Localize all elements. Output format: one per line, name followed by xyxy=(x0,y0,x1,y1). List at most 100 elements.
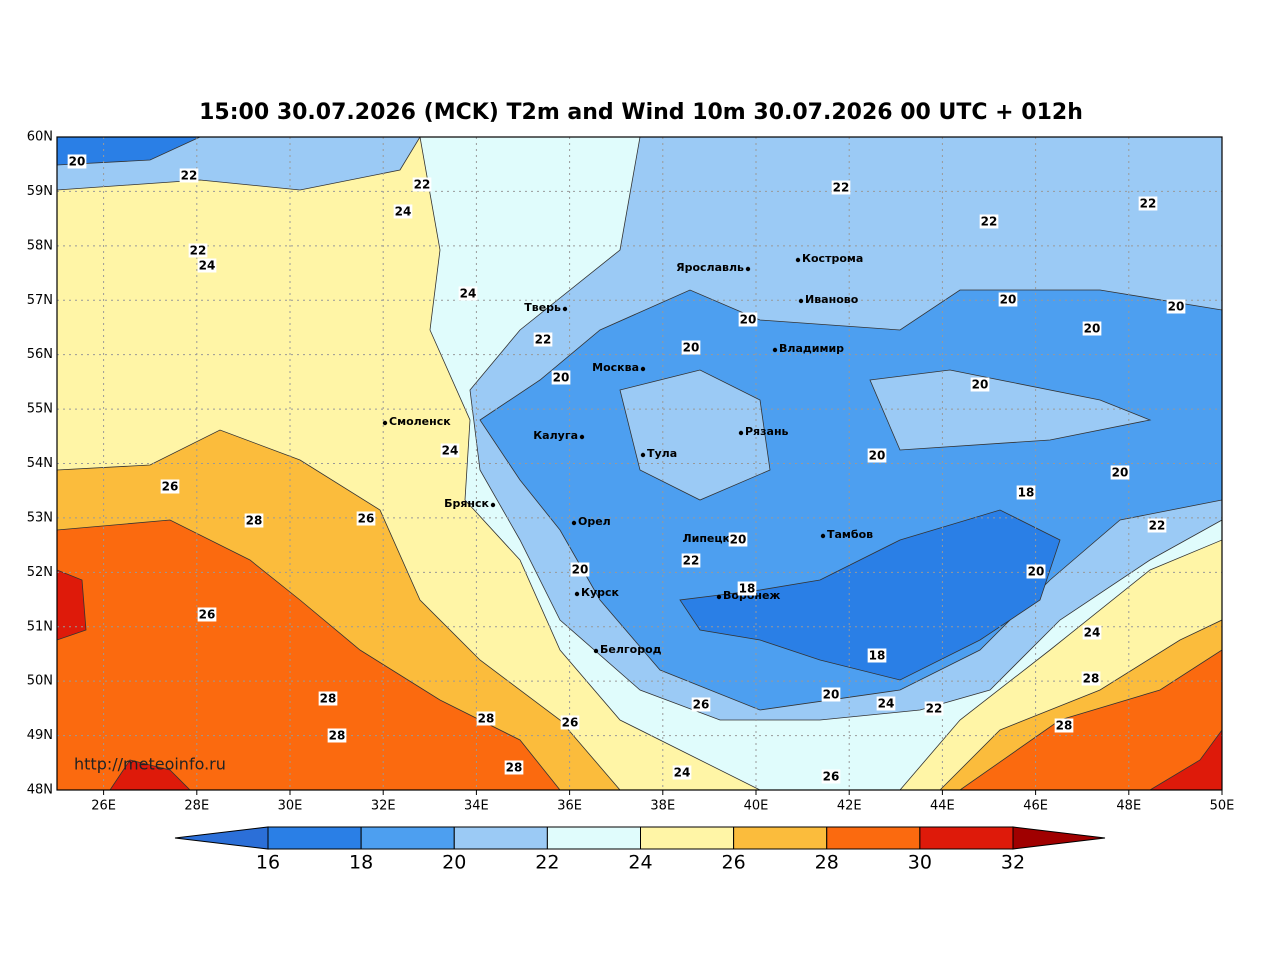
contour-label: 22 xyxy=(181,169,198,183)
contour-label: 22 xyxy=(683,554,700,568)
colorbar-tick-label: 16 xyxy=(256,852,280,874)
contour-label-bg xyxy=(738,312,758,327)
city-dot xyxy=(579,434,585,440)
map-frame xyxy=(56,136,1223,791)
contour-label-bg xyxy=(356,511,376,526)
contour-label: 26 xyxy=(358,512,375,526)
colorbar-box xyxy=(919,826,1014,850)
contour-label: 22 xyxy=(833,181,850,195)
contour-label: 28 xyxy=(246,514,263,528)
contour-label-bg xyxy=(1026,564,1046,579)
contour-label: 24 xyxy=(878,697,895,711)
contour-label-bg xyxy=(197,258,217,273)
contour-label: 20 xyxy=(869,449,886,463)
contour-label: 20 xyxy=(683,341,700,355)
contour-label-bg xyxy=(458,286,478,301)
field xyxy=(619,369,1152,501)
contour-label: 24 xyxy=(1084,626,1101,640)
contour-label: 20 xyxy=(1084,322,1101,336)
contour-label: 18 xyxy=(1018,486,1035,500)
lon-tick-label: 50E xyxy=(1210,799,1235,814)
contour-label-bg xyxy=(160,479,180,494)
labels: Ярославль Кострома Иваново Тверь Владимир Мос… xyxy=(67,154,1186,784)
contour-label: 22 xyxy=(414,178,431,192)
contour-label-bg xyxy=(831,180,851,195)
city-label: Белгород xyxy=(600,643,662,656)
colorbar-under xyxy=(174,826,269,850)
lon-tick-label: 36E xyxy=(557,799,582,814)
contour-label: 26 xyxy=(162,480,179,494)
contour-label-bg xyxy=(821,769,841,784)
contour-label-bg xyxy=(476,711,496,726)
contour-label-bg xyxy=(998,292,1018,307)
city-dot xyxy=(738,430,744,436)
city-label: Владимир xyxy=(779,342,844,355)
lon-tick-label: 28E xyxy=(184,799,209,814)
contour-label-bg xyxy=(681,340,701,355)
url: http://meteoinfo.ru xyxy=(74,755,226,774)
city-label: Тверь xyxy=(524,301,561,314)
lat-tick-label: 55N xyxy=(27,402,53,417)
contour-label-bg xyxy=(876,696,896,711)
lon-tick-label: 40E xyxy=(744,799,769,814)
lon-tick-label: 26E xyxy=(91,799,116,814)
contour-label: 22 xyxy=(926,702,943,716)
contour-label-bg xyxy=(924,701,944,716)
contour-label-bg xyxy=(672,765,692,780)
colorbar-tick-label: 28 xyxy=(815,852,839,874)
contour-label-bg xyxy=(1110,465,1130,480)
contour-label: 18 xyxy=(739,582,756,596)
city-dot xyxy=(716,594,722,600)
city-dot xyxy=(490,502,496,508)
contour-label-bg xyxy=(1082,321,1102,336)
lat-tick-label: 60N xyxy=(27,130,53,145)
contour-label-bg xyxy=(728,532,748,547)
contour-label-bg xyxy=(970,377,990,392)
contour-label: 20 xyxy=(1168,300,1185,314)
city-dot xyxy=(820,533,826,539)
contour-label: 20 xyxy=(572,563,589,577)
lon-tick-label: 30E xyxy=(278,799,303,814)
contour-label: 24 xyxy=(674,766,691,780)
contour-label: 20 xyxy=(553,371,570,385)
contour-label: 28 xyxy=(506,761,523,775)
contour-label: 20 xyxy=(1112,466,1129,480)
contour-label-bg xyxy=(867,448,887,463)
city-label: Кострома xyxy=(802,252,863,265)
contour-label-bg xyxy=(393,204,413,219)
contour-label-bg xyxy=(440,443,460,458)
city-label: Курск xyxy=(581,586,620,599)
contour-label: 26 xyxy=(562,716,579,730)
city-label: Калуга xyxy=(533,429,578,442)
colorbar-over xyxy=(1012,826,1106,850)
colorbar-box xyxy=(360,826,455,850)
contour-label-bg xyxy=(570,562,590,577)
lon-tick-label: 42E xyxy=(837,799,862,814)
city-dot xyxy=(798,298,804,304)
contour-label: 20 xyxy=(740,313,757,327)
lon-tick-label: 46E xyxy=(1023,799,1048,814)
contour-label-bg xyxy=(979,214,999,229)
contour-label: 28 xyxy=(1083,672,1100,686)
lon-tick-label: 38E xyxy=(650,799,675,814)
colorbar-tick-label: 22 xyxy=(535,852,559,874)
contour-label: 22 xyxy=(981,215,998,229)
field xyxy=(57,137,1061,681)
colorbar-box xyxy=(826,826,921,850)
contour-label-bg xyxy=(188,243,208,258)
lat-tick-label: 51N xyxy=(27,619,53,634)
lat-tick-label: 52N xyxy=(27,565,53,580)
city-label: Ярославль xyxy=(676,261,744,274)
city-label: Тула xyxy=(647,447,677,460)
city-dot xyxy=(562,306,568,312)
contour-label-bg xyxy=(197,607,217,622)
contour-label-bg xyxy=(179,168,199,183)
city-dot xyxy=(795,257,801,263)
lat-tick-label: 56N xyxy=(27,347,53,362)
city-label: Смоленск xyxy=(389,415,451,428)
colorbar-tick-label: 24 xyxy=(628,852,652,874)
contour-label-bg xyxy=(691,697,711,712)
contour-label: 18 xyxy=(869,649,886,663)
contour-label: 26 xyxy=(823,770,840,784)
